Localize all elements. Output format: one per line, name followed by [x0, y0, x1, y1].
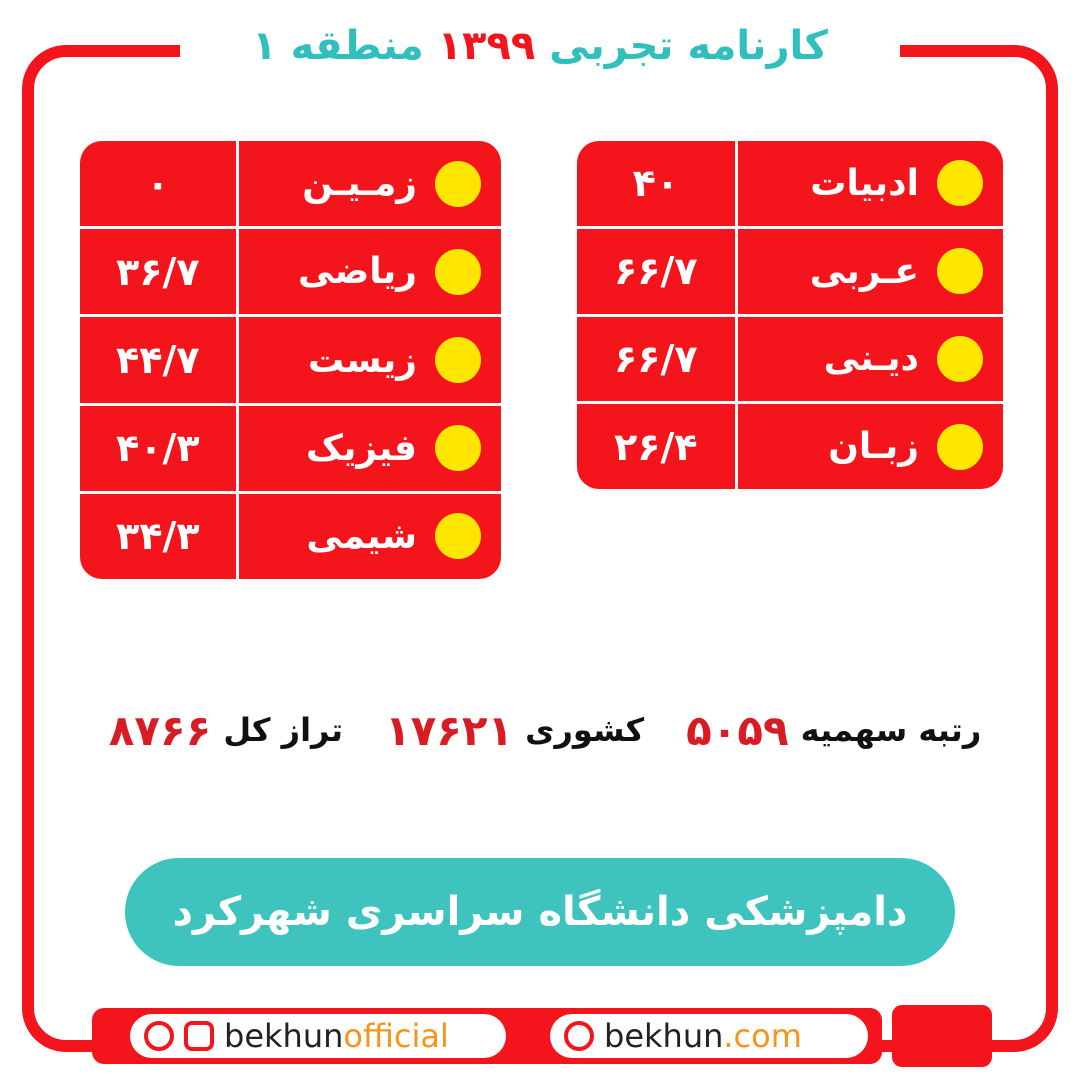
table-row: زمـیـن ۰ [80, 141, 501, 227]
title-part: منطقه ۱ [252, 23, 424, 69]
stats: رتبه سهمیه ۵۰۵۹ کشوری ۱۷۶۲۱ تراز کل ۸۷۶۶ [40, 700, 1030, 760]
table-row: ادبیات ۴۰ [577, 141, 1003, 226]
subject-name: زمـیـن [302, 163, 417, 205]
score-cell: ۴۰ [632, 161, 680, 206]
subject-name: شیمی [306, 515, 417, 557]
stat-label: تراز کل [223, 711, 343, 749]
website: bekhun.com [604, 1017, 802, 1055]
score-cell: ۴۰/۳ [116, 426, 200, 471]
social-pill[interactable]: bekhunofficial [130, 1014, 506, 1058]
social-name: bekhun [224, 1017, 344, 1055]
subject-cell: زمـیـن [235, 141, 501, 227]
stat-value: ۸۷۶۶ [108, 705, 212, 755]
stat: تراز کل ۸۷۶۶ [109, 706, 343, 755]
title-year: ۱۳۹۹ [437, 23, 536, 69]
subject-icon [435, 425, 481, 472]
subject-cell: دیـنی [734, 316, 1003, 402]
score-cell: ۳۴/۳ [116, 514, 200, 559]
stat-label: رتبه سهمیه [800, 711, 982, 749]
table-row: زبـان ۲۶/۴ [577, 401, 1003, 489]
stat: رتبه سهمیه ۵۰۵۹ [686, 706, 981, 755]
subject-name: عـربی [809, 250, 919, 292]
subject-icon [435, 160, 481, 207]
stat: کشوری ۱۷۶۲۱ [385, 706, 644, 755]
footer: bekhunofficial bekhun.com [92, 1008, 882, 1064]
subject-cell: عـربی [734, 228, 1003, 314]
score-table: ادبیات ۴۰ عـربی ۶۶/۷ دیـنی ۶۶/۷ زبـان ۲۶/۴ [577, 141, 1003, 489]
subject-name: زیست [308, 339, 417, 381]
website-name: bekhun [604, 1017, 724, 1055]
telegram-icon [144, 1021, 174, 1051]
score-cell: ۶۶/۷ [614, 249, 698, 294]
instagram-icon [184, 1021, 214, 1051]
table-row: دیـنی ۶۶/۷ [577, 313, 1003, 402]
subject-cell: زبـان [734, 404, 1003, 489]
subject-cell: ریاضی [235, 229, 501, 315]
stat-value: ۵۰۵۹ [686, 705, 789, 755]
subject-name: دیـنی [823, 338, 919, 380]
subject-icon [435, 248, 481, 295]
score-table: زمـیـن ۰ ریاضی ۳۶/۷ زیست ۴۴/۷ فیزیک ۴۰/۳ شیمی ۳۴/… [80, 141, 501, 579]
subject-icon [435, 513, 481, 560]
score-cell: ۶۶/۷ [614, 336, 698, 381]
subject-cell: زیست [235, 317, 501, 403]
subject-cell: شیمی [235, 493, 501, 579]
stat-label: کشوری [525, 711, 645, 749]
title: کارنامه تجربی ۱۳۹۹ منطقه ۱ [180, 18, 900, 74]
table-row: فیزیک ۴۰/۳ [80, 402, 501, 491]
subject-icon [937, 248, 983, 295]
social-suffix: official [343, 1017, 449, 1055]
table-row: ریاضی ۳۶/۷ [80, 226, 501, 315]
globe-icon [564, 1021, 594, 1051]
title-part: کارنامه تجربی [549, 23, 828, 69]
subject-name: ادبیات [810, 162, 919, 204]
score-cell: ۲۶/۴ [614, 424, 698, 469]
table-row: شیمی ۳۴/۳ [80, 490, 501, 579]
table-row: عـربی ۶۶/۷ [577, 225, 1003, 314]
subject-icon [937, 160, 983, 207]
score-cell: ۳۶/۷ [116, 249, 200, 294]
subject-icon [937, 423, 983, 470]
result-banner: دامپزشکی دانشگاه سراسری شهرکرد [125, 858, 955, 966]
score-cell: ۰ [146, 161, 170, 206]
website-pill[interactable]: bekhun.com [550, 1014, 868, 1058]
table-row: زیست ۴۴/۷ [80, 314, 501, 403]
subject-cell: ادبیات [734, 141, 1003, 226]
subject-name: ریاضی [298, 251, 417, 293]
stat-value: ۱۷۶۲۱ [384, 705, 514, 755]
subject-icon [435, 337, 481, 383]
logo [892, 1005, 992, 1067]
subject-name: فیزیک [305, 427, 417, 469]
subject-icon [937, 335, 983, 382]
social-handle: bekhunofficial [224, 1017, 449, 1055]
score-cell: ۴۴/۷ [116, 338, 200, 382]
subject-cell: فیزیک [235, 405, 501, 491]
subject-name: زبـان [828, 426, 919, 468]
website-suffix: .com [723, 1017, 802, 1055]
